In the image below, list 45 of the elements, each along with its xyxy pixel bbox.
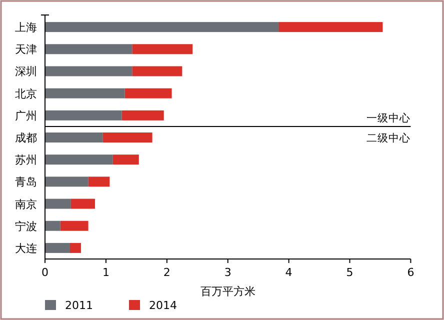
bar [102, 132, 152, 142]
bar [70, 242, 81, 253]
bar [132, 66, 182, 76]
x-tick-label: 1 [102, 266, 110, 279]
bar [45, 198, 71, 209]
legend-label: 2011 [65, 299, 93, 312]
bar [70, 198, 95, 209]
y-tick-label: 宁波 [15, 220, 37, 233]
x-axis-title: 百万平方米 [200, 285, 256, 298]
x-tick-label: 3 [224, 266, 232, 279]
y-tick-label: 成都 [15, 132, 37, 144]
bar [45, 220, 60, 231]
y-tick-label: 广州 [15, 109, 37, 122]
y-tick-label: 天津 [15, 43, 37, 56]
bar [45, 88, 125, 98]
bar [88, 176, 110, 187]
bar [45, 132, 103, 142]
x-tick-label: 6 [407, 266, 414, 279]
x-tick-label: 2 [163, 266, 170, 279]
y-tick-label: 苏州 [15, 154, 37, 167]
bar [45, 154, 113, 165]
bar [45, 242, 70, 253]
bar [122, 110, 164, 120]
y-tick-label: 南京 [15, 198, 37, 211]
bar [278, 22, 383, 32]
bar [132, 44, 192, 54]
x-tick-label: 5 [346, 266, 354, 279]
bar [45, 66, 132, 76]
y-tick-label: 大连 [15, 242, 37, 255]
bar [60, 220, 88, 231]
legend-label: 2014 [149, 299, 177, 312]
annotation: 二级中心 [366, 131, 411, 144]
bar [45, 110, 122, 120]
x-tick-label: 4 [285, 266, 292, 279]
x-tick-label: 0 [42, 266, 48, 279]
y-tick-label: 深圳 [15, 65, 37, 78]
bar [45, 44, 132, 54]
y-tick-label: 北京 [15, 87, 37, 100]
bar [124, 88, 172, 98]
bar [45, 22, 278, 32]
annotation: 一级中心 [366, 111, 411, 124]
bar [112, 154, 139, 165]
y-tick-label: 上海 [15, 21, 37, 34]
y-tick-label: 青岛 [15, 176, 37, 189]
bar [45, 176, 88, 187]
